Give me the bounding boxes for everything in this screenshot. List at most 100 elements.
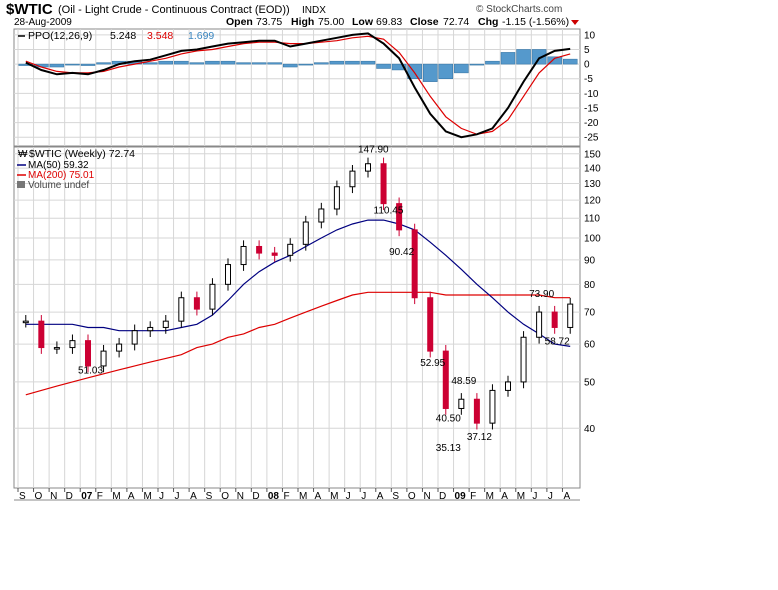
- x-tick-label: A: [501, 491, 508, 502]
- price-bar: [396, 203, 403, 231]
- ppo-label: PPO(12,26,9): [28, 30, 92, 42]
- ppo-histogram-bar: [454, 63, 469, 74]
- price-annotation-label: 51.03: [78, 366, 103, 377]
- price-bar: [365, 163, 371, 172]
- price-bar: [271, 252, 278, 256]
- price-bar: [567, 303, 574, 328]
- ppo-histogram-bar: [485, 60, 500, 65]
- x-tick-label: O: [35, 491, 43, 502]
- x-tick-label: F: [470, 491, 476, 502]
- chg-down-icon: [571, 20, 579, 25]
- volume-legend-icon: [17, 181, 25, 188]
- x-tick-label: M: [112, 491, 120, 502]
- price-y-tick-label: 50: [584, 377, 596, 388]
- x-tick-label: 09: [455, 491, 467, 502]
- price-annotation-label: 110.45: [374, 205, 404, 216]
- ppo-y-axis: 10 5 0 -5 -10 -15 -20 -25: [584, 30, 599, 143]
- price-annotation-label: 48.59: [451, 376, 476, 387]
- ppo-histogram-bar: [96, 62, 111, 65]
- price-bar: [536, 311, 543, 338]
- price-bar: [116, 343, 123, 352]
- ppo-y-tick-label: 10: [584, 30, 596, 41]
- open-label: Open: [226, 16, 253, 28]
- chart-exchange: INDX: [302, 5, 326, 16]
- x-tick-label: S: [19, 491, 26, 502]
- price-bar: [349, 170, 356, 188]
- price-bar: [69, 340, 76, 349]
- price-bar: [442, 350, 449, 409]
- ppo-value: 5.248: [110, 30, 136, 42]
- price-y-axis: 150 140 130 120 110 100 90 80 70 60 50 40: [584, 149, 601, 434]
- price-bar: [302, 221, 309, 245]
- x-tick-label: A: [377, 491, 384, 502]
- price-annotation-label: 40.50: [436, 414, 461, 425]
- ma200-legend: MA(200) 75.01: [28, 170, 95, 181]
- ppo-histogram-bar: [562, 58, 578, 65]
- price-bar: [22, 320, 29, 324]
- price-annotation-label: 58.72: [545, 337, 570, 348]
- ppo-histogram-bar: [345, 60, 360, 65]
- ppo-histogram-bar: [142, 62, 158, 65]
- ppo-y-tick-label: -20: [584, 118, 599, 129]
- price-bar: [256, 245, 263, 254]
- volume-legend: Volume undef: [28, 180, 89, 191]
- low-value: 69.83: [376, 16, 402, 28]
- ma200-line: [25, 291, 571, 396]
- ppo-line: [25, 32, 571, 139]
- ppo-histogram-bar: [65, 63, 80, 66]
- ppo-histogram-bar: [251, 62, 267, 65]
- chart-symbol: $WTIC: [6, 1, 53, 18]
- price-grid: [14, 147, 580, 488]
- signal-value: 3.548: [147, 30, 173, 42]
- price-annotation-label: 90.42: [389, 247, 414, 258]
- ppo-y-tick-label: 5: [584, 45, 590, 56]
- x-tick-label: J: [532, 491, 537, 502]
- price-bar: [225, 264, 231, 285]
- price-bar: [85, 340, 91, 367]
- x-tick-label: D: [439, 491, 446, 502]
- ppo-grid: [14, 29, 580, 146]
- price-bar: [38, 320, 45, 349]
- x-tick-label: F: [283, 491, 289, 502]
- ppo-y-tick-label: -25: [584, 133, 599, 144]
- price-y-tick-label: 140: [584, 164, 601, 175]
- x-tick-label: S: [206, 491, 213, 502]
- chart-description: (Oil - Light Crude - Continuous Contract…: [58, 4, 290, 16]
- price-bar: [131, 330, 138, 345]
- price-annotation-label: 147.90: [358, 145, 389, 156]
- price-bar: [162, 320, 169, 328]
- ppo-histogram-bar: [469, 63, 485, 66]
- ppo-y-tick-label: -5: [584, 74, 593, 85]
- x-tick-label: N: [50, 491, 57, 502]
- price-bar: [209, 283, 216, 310]
- x-tick-label: A: [563, 491, 570, 502]
- ppo-histogram-bar: [376, 63, 391, 69]
- x-tick-label: M: [486, 491, 494, 502]
- x-tick-label: D: [252, 491, 259, 502]
- symbol-legend: $WTIC (Weekly) 72.74: [29, 148, 135, 160]
- price-bar: [458, 398, 465, 409]
- high-value: 75.00: [318, 16, 344, 28]
- price-y-tick-label: 90: [584, 255, 596, 266]
- x-tick-label: O: [408, 491, 416, 502]
- price-bar: [551, 311, 558, 328]
- price-bar: [178, 297, 185, 322]
- price-bar: [100, 350, 107, 367]
- low-label: Low: [352, 16, 374, 28]
- ppo-histogram-bar: [314, 62, 329, 65]
- ppo-histogram-bar: [516, 49, 531, 65]
- price-bar: [333, 186, 340, 210]
- high-label: High: [291, 16, 314, 28]
- price-bar: [473, 398, 480, 424]
- ppo-histogram-bar: [236, 62, 251, 65]
- x-tick-label: J: [346, 491, 351, 502]
- price-bar: [520, 336, 527, 383]
- ppo-histogram-bar: [438, 63, 454, 79]
- ppo-histogram-bar: [174, 60, 189, 65]
- price-y-tick-label: 110: [584, 214, 600, 225]
- price-bar: [147, 326, 154, 332]
- price-y-tick-label: 60: [584, 340, 596, 351]
- x-tick-label: O: [221, 491, 229, 502]
- price-plot: [22, 157, 574, 430]
- x-tick-label: D: [66, 491, 73, 502]
